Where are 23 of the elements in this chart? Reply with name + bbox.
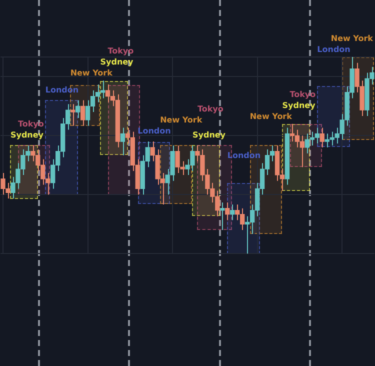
annotation: Sydney xyxy=(10,130,44,140)
annotation: London xyxy=(138,126,172,136)
candlestick xyxy=(220,202,225,231)
annotation: Sydney xyxy=(282,100,316,110)
annotation: Tokyo xyxy=(18,120,44,129)
candlestick xyxy=(80,100,86,126)
text: New York xyxy=(330,34,374,44)
annotation: London xyxy=(45,85,79,94)
annotation: Sydney xyxy=(192,130,226,140)
text: Tokyo xyxy=(108,46,134,56)
annotation: New York xyxy=(250,112,293,121)
text: London xyxy=(317,45,351,54)
annotation: New York xyxy=(160,116,203,125)
candlestick xyxy=(320,127,324,148)
candlestick xyxy=(70,104,76,126)
candlestick xyxy=(230,204,235,221)
annotation: London xyxy=(227,151,261,160)
candlestick xyxy=(225,202,230,221)
annotation: Tokyo xyxy=(197,104,224,114)
annotation: Tokyo xyxy=(290,90,316,99)
candlestick xyxy=(75,100,80,118)
candlestick xyxy=(120,127,126,156)
annotation: New York xyxy=(70,68,114,78)
